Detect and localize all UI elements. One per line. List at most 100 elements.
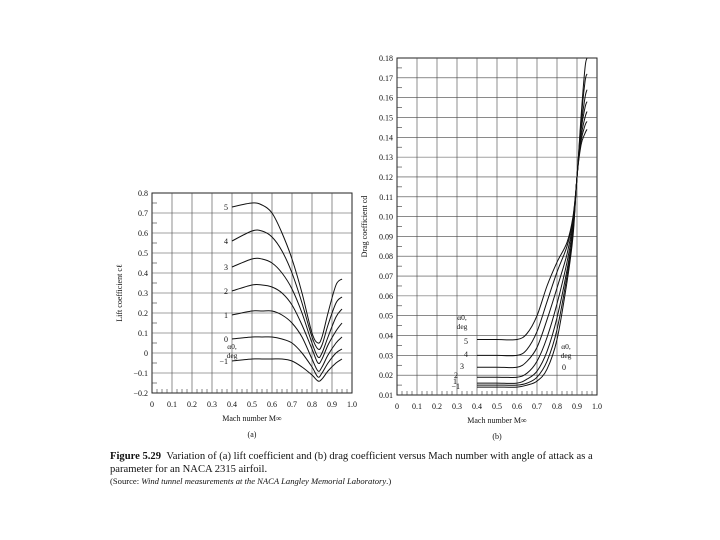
y-tick-label: 0.6	[138, 229, 148, 238]
x-tick-label: 0.1	[167, 400, 177, 409]
x-tick-label: 0.7	[287, 400, 297, 409]
y-tick-label: 0.14	[379, 133, 393, 142]
y-tick-label: 0.8	[138, 189, 148, 198]
x-tick-label: 0.4	[472, 402, 482, 411]
y-tick-label: 0.10	[379, 213, 393, 222]
source-prefix: (Source:	[110, 476, 142, 486]
series-line	[477, 101, 588, 378]
x-axis-title: Mach number M∞	[222, 414, 282, 423]
x-tick-label: 0.8	[552, 402, 562, 411]
figure-caption-text: Variation of (a) lift coefficient and (b…	[110, 451, 593, 475]
series-label: 0	[562, 363, 566, 372]
y-tick-label: 0.11	[379, 193, 393, 202]
series-line	[231, 336, 343, 378]
y-tick-label: 0.08	[379, 252, 393, 261]
y-tick-label: 0.3	[138, 289, 148, 298]
y-tick-label: 0	[144, 349, 148, 358]
y-axis-title: Drag coefficient cd	[360, 196, 369, 258]
alpha-annotation: α0,	[227, 342, 237, 351]
series-line	[477, 129, 588, 388]
y-tick-label: 0.06	[379, 292, 393, 301]
series-line	[477, 73, 588, 357]
source-suffix: .)	[386, 476, 392, 486]
y-tick-label: 0.07	[379, 272, 393, 281]
y-tick-label: −0.2	[133, 389, 148, 398]
x-tick-label: 0.2	[432, 402, 442, 411]
y-tick-label: 0.16	[379, 94, 393, 103]
y-tick-label: −0.1	[133, 369, 148, 378]
x-tick-label: 0.2	[187, 400, 197, 409]
y-tick-label: 0.5	[138, 249, 148, 258]
series-label: 4	[464, 350, 468, 359]
drag-coefficient-chart: 0 0.1 0.2 0.3 0.4 0.5 0.6 0.7 0.8 0.9 1.0 0.01 0.02 0…	[360, 54, 602, 441]
y-tick-label: 0.2	[138, 309, 148, 318]
series-line	[477, 57, 588, 341]
y-tick-label: 0.4	[138, 269, 148, 278]
x-tick-label: 0.7	[532, 402, 542, 411]
x-tick-label: 0.4	[227, 400, 237, 409]
x-tick-label: 1.0	[347, 400, 357, 409]
series-line	[231, 257, 343, 359]
series-line	[231, 310, 343, 372]
series-label: 5	[464, 337, 468, 346]
figure-label: Figure 5.29	[110, 451, 162, 462]
series-label: 5	[224, 203, 228, 212]
alpha-annotation: α0,	[561, 342, 571, 351]
y-tick-label: 0.1	[138, 329, 148, 338]
series-line	[231, 283, 343, 365]
y-tick-label: 0.05	[379, 312, 393, 321]
figure-caption: Figure 5.29 Variation of (a) lift coeffi…	[110, 450, 600, 476]
series-label: 1	[224, 311, 228, 320]
x-tick-label: 0.5	[492, 402, 502, 411]
alpha-annotation-unit: deg	[457, 322, 468, 331]
y-tick-label: 0.02	[379, 371, 393, 380]
series-label: −1	[451, 382, 460, 391]
alpha-annotation-unit: deg	[561, 351, 572, 360]
series-line	[231, 229, 343, 350]
series-label: 4	[224, 237, 228, 246]
x-tick-label: 0	[150, 400, 154, 409]
figure-source: (Source: Wind tunnel measurements at the…	[110, 476, 600, 487]
y-tick-label: 0.17	[379, 74, 393, 83]
y-tick-label: 0.7	[138, 209, 148, 218]
series-label: 1	[453, 377, 457, 386]
x-tick-label: 0.9	[327, 400, 337, 409]
x-axis-title: Mach number M∞	[467, 416, 527, 425]
x-tick-label: 0.8	[307, 400, 317, 409]
source-text: Wind tunnel measurements at the NACA Lan…	[141, 476, 387, 486]
y-tick-label: 0.13	[379, 153, 393, 162]
series-label: −1	[219, 357, 228, 366]
x-tick-label: 0.6	[267, 400, 277, 409]
y-axis-title: Lift coefficient cℓ	[115, 264, 124, 322]
y-tick-label: 0.18	[379, 54, 393, 63]
series-line	[476, 111, 588, 384]
x-tick-label: 0.6	[512, 402, 522, 411]
y-tick-label: 0.12	[379, 173, 393, 182]
x-tick-label: 0	[395, 402, 399, 411]
series-label: 3	[224, 263, 228, 272]
series-label: 3	[460, 362, 464, 371]
x-tick-label: 0.3	[207, 400, 217, 409]
x-tick-label: 0.3	[452, 402, 462, 411]
alpha-annotation-unit: deg	[227, 351, 238, 360]
series-label: 2	[224, 287, 228, 296]
alpha-annotation: α0,	[457, 313, 467, 322]
y-tick-label: 0.09	[379, 232, 393, 241]
y-tick-label: 0.04	[379, 332, 393, 341]
series-label: 0	[224, 335, 228, 344]
x-tick-label: 1.0	[592, 402, 602, 411]
y-tick-label: 0.03	[379, 351, 393, 360]
x-tick-label: 0.9	[572, 402, 582, 411]
series-line	[477, 121, 588, 386]
y-tick-label: 0.15	[379, 113, 393, 122]
lift-coefficient-chart: 0 0.1 0.2 0.3 0.4 0.5 0.6 0.7 0.8 0.9 1.0 −0.2 −0.1 0…	[115, 189, 357, 439]
figure-canvas: 0 0.1 0.2 0.3 0.4 0.5 0.6 0.7 0.8 0.9 1.0 −0.2 −0.1 0…	[115, 54, 602, 441]
series-line	[231, 358, 343, 382]
panel-label: (a)	[248, 430, 257, 439]
panel-label: (b)	[492, 432, 502, 441]
x-tick-label: 0.1	[412, 402, 422, 411]
series-line	[231, 202, 343, 344]
x-tick-label: 0.5	[247, 400, 257, 409]
series-label: 2	[454, 371, 458, 380]
y-tick-label: 0.01	[379, 391, 393, 400]
